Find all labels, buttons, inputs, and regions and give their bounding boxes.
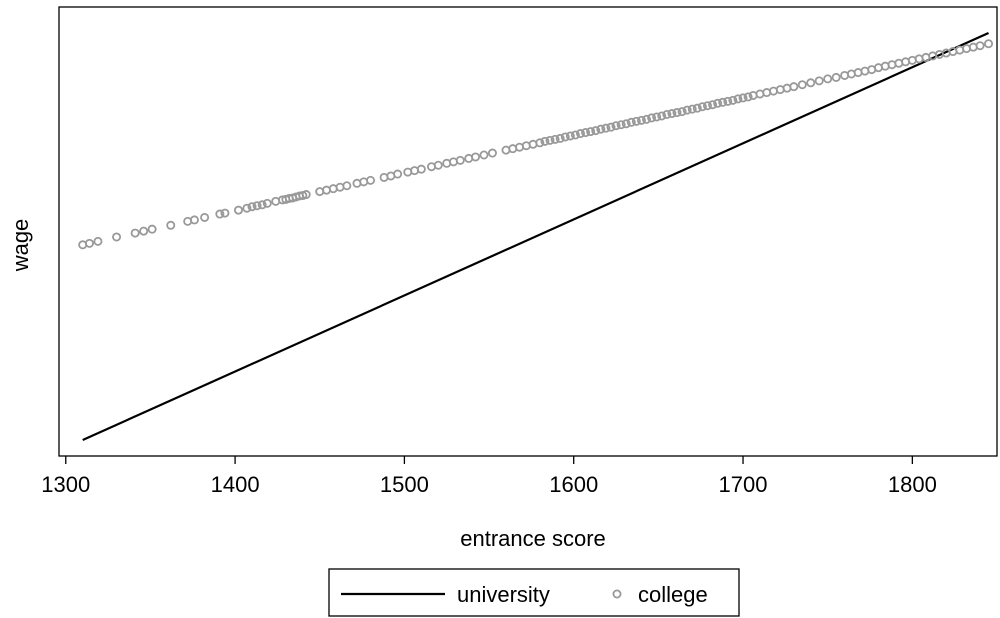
data-point-college [672,108,682,118]
data-point-college [738,93,748,103]
y-axis-label: wage [8,219,33,273]
series-line-university [82,31,989,442]
data-point-college [112,232,122,242]
data-point-college [642,114,652,124]
data-point-college [697,102,707,112]
data-point-college [535,138,545,148]
legend-swatch-college [612,589,622,599]
data-point-college [702,101,712,111]
legend: university college [328,568,740,617]
data-point-college [984,39,994,49]
data-point-college [606,122,616,132]
data-point-college [611,121,621,131]
data-point-college [728,95,738,105]
data-point-college [723,96,733,106]
data-point-college [831,72,841,82]
data-point-college [797,80,807,90]
data-point-college [565,131,575,141]
data-point-college [708,100,718,110]
data-point-college [591,126,601,136]
data-point-college [814,76,824,86]
data-point-college [130,228,140,238]
data-point-college [139,226,149,236]
data-point-college [621,119,631,129]
data-point-college [301,190,311,200]
data-point-college [806,78,816,88]
data-point-college [433,160,443,170]
data-point-college [743,92,753,102]
data-point-college [455,155,465,165]
data-point-college [247,202,257,212]
data-point-college [220,208,230,218]
data-point-college [479,150,489,160]
data-point-college [601,123,611,133]
data-point-college [682,105,692,115]
data-point-college [677,107,687,117]
data-point-college [657,111,667,121]
legend-label-college: college [638,582,708,607]
x-tick-label: 1300 [41,472,90,497]
x-tick-label: 1700 [719,472,768,497]
x-tick-label: 1800 [888,472,937,497]
series-layer [78,31,994,442]
data-point-college [342,181,352,191]
data-point-college [718,97,728,107]
data-point-college [487,148,497,158]
data-point-college [471,152,481,162]
data-point-college [692,103,702,113]
legend-box [328,568,740,617]
data-point-college [636,115,646,125]
data-point-college [616,120,626,130]
data-point-college [631,116,641,126]
data-point-college [626,117,636,127]
data-point-college [200,212,210,222]
data-point-college [233,205,243,215]
data-point-college [262,198,272,208]
data-point-college [652,112,662,122]
data-point-college [393,169,403,179]
plot-frame [58,6,998,457]
data-point-college [581,128,591,138]
data-point-college [545,135,555,145]
data-point-college [555,133,565,143]
x-tick-label: 1400 [211,472,260,497]
data-point-college [596,124,606,134]
data-point-college [252,201,262,211]
legend-label-university: university [457,582,550,607]
data-point-college [662,109,672,119]
data-point-college [540,136,550,146]
data-point-college [215,209,225,219]
data-point-college [416,164,426,174]
data-point-college [242,203,252,213]
data-point-college [667,109,677,119]
data-point-college [789,82,799,92]
x-tick-label: 1600 [549,472,598,497]
data-point-college [560,132,570,142]
data-point-college [84,238,94,248]
data-point-college [823,74,833,84]
data-point-college [586,127,596,137]
data-point-college [733,94,743,104]
x-tick-label: 1500 [380,472,429,497]
data-point-college [570,130,580,140]
data-point-college [366,175,376,185]
data-point-college [975,41,985,51]
x-axis: 1300 1400 1500 1600 1700 1800 [41,456,937,497]
data-point-college [257,200,267,210]
data-point-college [687,104,697,114]
data-point-college [713,98,723,108]
data-point-college [147,224,157,234]
data-point-college [93,236,103,246]
data-point-college [189,215,199,225]
data-point-college [575,129,585,139]
data-point-college [550,134,560,144]
x-axis-label: entrance score [460,526,606,551]
data-point-college [166,220,176,230]
data-point-college [647,113,657,123]
